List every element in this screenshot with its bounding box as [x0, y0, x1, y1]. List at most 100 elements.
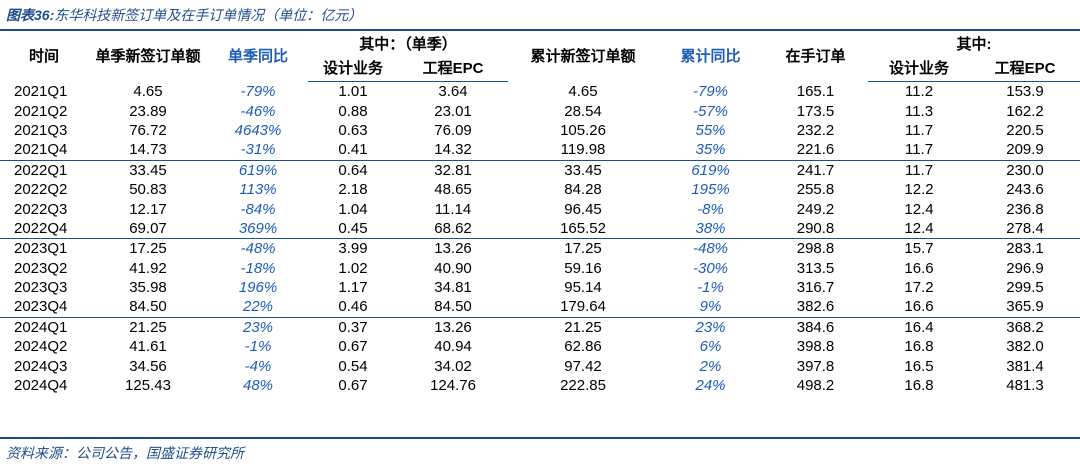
- cell-backlog: 384.6: [763, 316, 869, 338]
- cell-cum-new: 97.42: [564, 357, 602, 375]
- cell-design: 0.45: [338, 219, 368, 237]
- cell-single-new: 4.65: [133, 82, 163, 100]
- table-row: 2021Q2 23.89 -46% 0.88 23.01 28.54 -57% 173.5 11…: [0, 101, 1080, 120]
- table-row: 2022Q4 69.07 369% 0.45 68.62 165.52 38% 290.8 12…: [0, 219, 1080, 239]
- cell-epc: 11.14: [434, 200, 472, 218]
- cell-design: 0.67: [338, 377, 368, 395]
- cell-cum-yoy: 24%: [695, 377, 726, 395]
- header-backlog: 在手订单: [785, 48, 846, 66]
- cell-cum-new: 105.26: [560, 121, 606, 139]
- caption-prefix: 图表36:: [6, 7, 55, 23]
- header-of-which: 其中:: [956, 36, 992, 53]
- cell-design-backlog: 17.2: [904, 279, 934, 297]
- cell-period: 2024Q2: [14, 338, 68, 356]
- cell-design-backlog: 11.2: [904, 83, 934, 101]
- table-row: 2023Q3 35.98 196% 1.17 34.81 95.14 -1% 316.7 17.…: [0, 278, 1080, 297]
- header-single-yoy: 单季同比: [227, 48, 288, 66]
- header-design-backlog: 设计业务: [868, 57, 971, 82]
- cell-design: 0.37: [308, 316, 398, 338]
- cell-single-yoy: -1%: [244, 338, 272, 356]
- table-row: 2023Q2 41.92 -18% 1.02 40.90 59.16 -30% 313.5 16…: [0, 259, 1080, 278]
- table-row: 2024Q4 125.43 48% 0.67 124.76 222.85 24% 498.2 1…: [0, 376, 1080, 395]
- header-epc: 工程EPC: [398, 57, 509, 82]
- cell-design-backlog: 15.7: [868, 238, 971, 259]
- cell-backlog: 221.6: [796, 141, 835, 159]
- cell-period: 2023Q3: [14, 279, 68, 297]
- header-design: 设计业务: [308, 57, 398, 82]
- cell-cum-yoy: -8%: [697, 200, 724, 218]
- cell-design-backlog: 16.4: [868, 316, 971, 338]
- cell-single-yoy: -4%: [244, 357, 272, 375]
- cell-epc-backlog: 278.4: [1006, 219, 1044, 237]
- cell-epc: 76.09: [434, 121, 472, 139]
- cell-design: 0.41: [338, 141, 368, 159]
- cell-single-new: 84.50: [129, 298, 167, 316]
- cell-single-yoy: -46%: [240, 102, 276, 120]
- cell-design: 1.01: [338, 83, 368, 101]
- cell-epc: 124.76: [430, 377, 476, 395]
- cell-epc-backlog: 162.2: [1006, 102, 1044, 120]
- cell-period: 2021Q3: [14, 121, 68, 139]
- cell-epc-backlog: 481.3: [1006, 377, 1044, 395]
- cell-epc-backlog: 296.9: [1006, 259, 1044, 277]
- cell-design-backlog: 11.7: [904, 121, 934, 139]
- cell-design: 0.88: [338, 102, 368, 120]
- cell-cum-yoy: 619%: [658, 159, 764, 180]
- cell-cum-new: 62.86: [564, 338, 602, 356]
- cell-backlog: 165.1: [796, 82, 835, 100]
- cell-cum-new: 59.16: [564, 259, 602, 277]
- cell-cum-yoy: 9%: [699, 298, 722, 316]
- cell-epc-backlog: 153.9: [1006, 83, 1044, 101]
- cell-period: 2022Q1: [0, 159, 88, 180]
- cell-cum-yoy: 23%: [658, 316, 764, 338]
- cell-single-yoy: 22%: [242, 298, 274, 316]
- cell-epc: 68.62: [434, 219, 472, 237]
- cell-single-new: 125.43: [125, 377, 171, 395]
- header-single-new: 单季新签订单额: [95, 48, 201, 66]
- cell-period: 2021Q1: [14, 82, 68, 100]
- cell-cum-yoy: -48%: [658, 238, 764, 259]
- cell-cum-yoy: 195%: [691, 181, 730, 199]
- cell-period: 2022Q3: [14, 200, 68, 218]
- cell-single-new: 21.25: [88, 316, 208, 338]
- cell-single-yoy: 23%: [208, 316, 308, 338]
- cell-cum-yoy: -57%: [693, 102, 729, 120]
- table-row: 2024Q1 21.25 23% 0.37 13.26 21.25 23% 384.6 16.4…: [0, 316, 1080, 338]
- cell-design-backlog: 16.8: [904, 377, 934, 395]
- cell-single-yoy: 4643%: [234, 121, 282, 139]
- cell-backlog: 398.8: [796, 338, 835, 356]
- cell-period: 2022Q4: [14, 219, 68, 237]
- cell-epc-backlog: 382.0: [1006, 338, 1044, 356]
- cell-epc: 3.64: [438, 83, 468, 101]
- cell-design-backlog: 16.5: [904, 357, 934, 375]
- cell-cum-new: 222.85: [560, 377, 606, 395]
- table-row: 2022Q1 33.45 619% 0.64 32.81 33.45 619% 241.7 11…: [0, 159, 1080, 180]
- cell-design-backlog: 16.8: [904, 338, 934, 356]
- cell-period: 2022Q2: [14, 181, 68, 199]
- cell-cum-yoy: 55%: [695, 121, 726, 139]
- cell-design: 0.64: [308, 159, 398, 180]
- cell-period: 2021Q4: [14, 141, 68, 159]
- cell-epc-backlog: 365.9: [1006, 298, 1044, 316]
- cell-single-new: 41.92: [129, 259, 167, 277]
- cell-epc-backlog: 381.4: [1006, 357, 1044, 375]
- cell-cum-new: 95.14: [564, 279, 602, 297]
- cell-single-yoy: 619%: [208, 159, 308, 180]
- cell-single-new: 41.61: [129, 338, 167, 356]
- cell-cum-new: 21.25: [508, 316, 659, 338]
- cell-cum-yoy: 6%: [699, 338, 722, 356]
- table-row: 2023Q1 17.25 -48% 3.99 13.26 17.25 -48% 298.8 15…: [0, 238, 1080, 259]
- cell-epc: 40.90: [434, 259, 472, 277]
- cell-epc-backlog: 368.2: [970, 316, 1080, 338]
- cell-single-new: 50.83: [129, 181, 167, 199]
- table-row: 2022Q2 50.83 113% 2.18 48.65 84.28 195% 255.8 12…: [0, 180, 1080, 199]
- cell-period: 2023Q4: [14, 298, 68, 316]
- cell-epc-backlog: 220.5: [1006, 121, 1044, 139]
- cell-epc: 34.81: [434, 279, 472, 297]
- caption-text: 东华科技新签订单及在手订单情况（单位：亿元）: [54, 7, 363, 23]
- table-row: 2024Q3 34.56 -4% 0.54 34.02 97.42 2% 397.8 16.5 3…: [0, 356, 1080, 375]
- cell-backlog: 298.8: [763, 238, 869, 259]
- cell-single-new: 69.07: [129, 219, 167, 237]
- orders-table: 时间 单季新签订单额 单季同比 其中：（单季） 累计新签订单额 累计同比 在手订…: [0, 33, 1080, 395]
- cell-epc-backlog: 209.9: [1006, 141, 1044, 159]
